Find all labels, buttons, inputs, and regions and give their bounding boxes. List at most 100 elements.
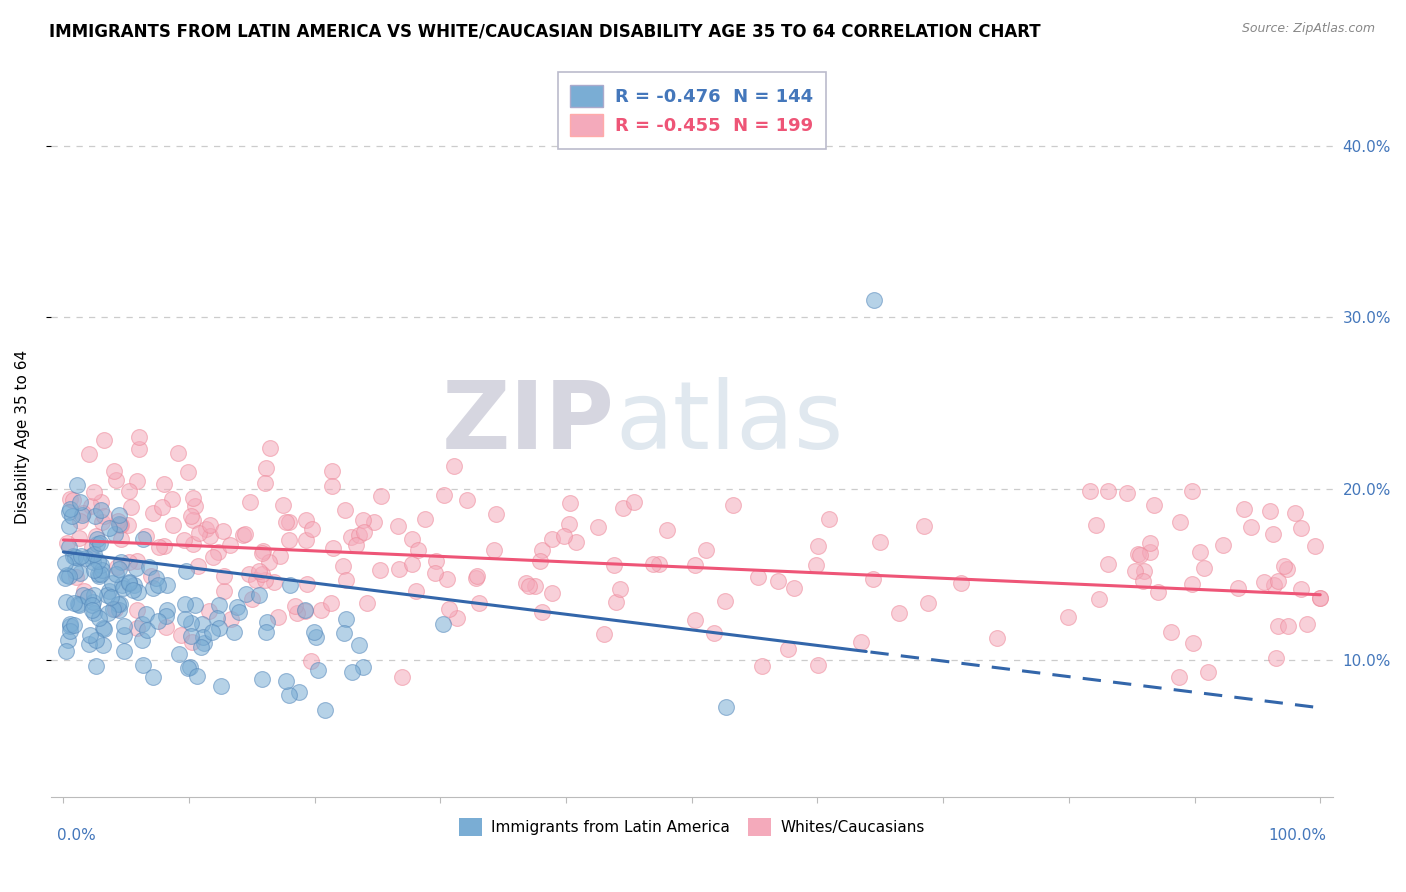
Point	[107, 514, 129, 528]
Point	[208, 621, 231, 635]
Point	[173, 597, 195, 611]
Point	[485, 508, 508, 522]
Point	[222, 625, 245, 640]
Point	[288, 685, 311, 699]
Point	[131, 616, 153, 631]
Point	[240, 592, 263, 607]
Point	[425, 554, 447, 568]
Point	[107, 597, 129, 611]
Point	[82, 555, 104, 569]
Point	[148, 540, 170, 554]
Point	[58, 633, 80, 648]
Point	[82, 595, 104, 609]
Point	[55, 535, 77, 549]
Point	[295, 513, 318, 527]
Point	[127, 474, 149, 488]
Point	[609, 582, 631, 597]
Point	[863, 293, 886, 307]
Point	[517, 579, 540, 593]
Point	[111, 578, 134, 592]
Point	[267, 610, 290, 624]
Point	[695, 543, 717, 558]
Point	[349, 638, 371, 652]
Point	[655, 524, 678, 538]
Point	[155, 620, 177, 634]
Point	[405, 584, 427, 599]
Point	[887, 606, 910, 620]
Point	[80, 603, 103, 617]
Point	[515, 575, 537, 590]
Point	[1267, 574, 1289, 588]
Point	[86, 532, 108, 546]
Point	[612, 501, 634, 516]
Point	[93, 433, 115, 447]
Point	[148, 614, 170, 628]
Point	[84, 633, 107, 648]
Point	[415, 512, 437, 526]
Point	[406, 542, 429, 557]
Point	[91, 515, 114, 529]
Point	[247, 589, 270, 603]
Point	[862, 572, 884, 586]
Point	[200, 518, 222, 533]
Point	[307, 664, 329, 678]
Point	[83, 547, 105, 561]
Point	[193, 636, 215, 650]
Point	[108, 508, 131, 522]
Point	[212, 524, 235, 538]
Point	[950, 576, 973, 591]
Point	[531, 543, 554, 558]
Point	[87, 566, 110, 581]
Point	[110, 597, 132, 611]
Point	[783, 581, 806, 595]
Point	[91, 563, 114, 577]
Point	[294, 533, 316, 547]
Point	[263, 574, 285, 589]
Point	[70, 549, 93, 563]
Point	[65, 549, 87, 564]
Point	[208, 599, 231, 613]
Point	[179, 660, 201, 674]
Point	[107, 516, 129, 531]
Legend: Immigrants from Latin America, Whites/Caucasians: Immigrants from Latin America, Whites/Ca…	[458, 818, 925, 836]
Point	[53, 571, 76, 585]
Point	[59, 619, 82, 633]
Point	[86, 537, 108, 551]
Point	[136, 623, 159, 637]
Point	[271, 498, 294, 512]
Point	[110, 517, 132, 532]
Point	[1097, 558, 1119, 572]
Point	[150, 500, 173, 514]
Point	[105, 473, 128, 487]
Point	[245, 574, 267, 588]
Point	[352, 512, 374, 526]
Point	[56, 568, 79, 582]
Point	[128, 442, 150, 456]
Point	[127, 585, 149, 599]
Point	[63, 618, 86, 632]
Point	[62, 549, 84, 563]
Point	[69, 495, 91, 509]
Point	[104, 527, 127, 541]
Point	[104, 567, 127, 582]
Point	[274, 674, 297, 689]
Point	[274, 515, 297, 529]
Text: 100.0%: 100.0%	[1268, 828, 1326, 843]
Point	[67, 531, 90, 545]
Point	[177, 661, 200, 675]
Point	[363, 515, 385, 529]
Point	[156, 577, 179, 591]
Point	[1296, 617, 1319, 632]
Point	[294, 604, 316, 618]
Point	[851, 635, 873, 649]
Point	[482, 543, 505, 558]
Point	[986, 631, 1008, 645]
Point	[84, 658, 107, 673]
Point	[352, 660, 374, 674]
Point	[91, 621, 114, 635]
Point	[277, 689, 299, 703]
Point	[531, 605, 554, 619]
Point	[181, 491, 204, 505]
Point	[90, 566, 112, 581]
Point	[302, 625, 325, 640]
